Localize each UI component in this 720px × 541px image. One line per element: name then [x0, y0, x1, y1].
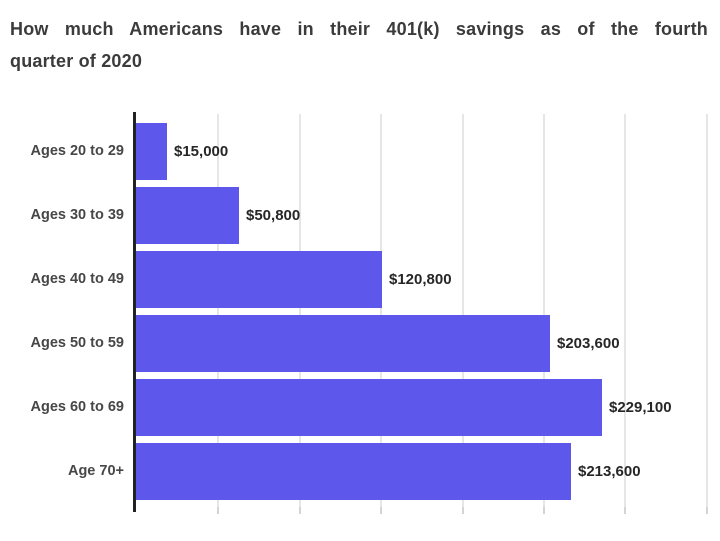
bar-category-label: Ages 60 to 69 [30, 399, 125, 415]
bar [136, 187, 239, 244]
axis-tick [299, 507, 301, 514]
axis-tick [624, 507, 626, 514]
gridline [299, 114, 301, 507]
bar [136, 379, 602, 436]
bar [136, 443, 571, 500]
axis-tick [706, 507, 708, 514]
bar-category-label: Ages 50 to 59 [30, 335, 125, 351]
bar [136, 123, 167, 180]
bar-value-label: $213,600 [578, 463, 641, 480]
axis-tick [217, 507, 219, 514]
gridline [543, 114, 545, 507]
gridline [380, 114, 382, 507]
bar-value-label: $229,100 [609, 399, 672, 416]
axis-tick [543, 507, 545, 514]
bar-value-label: $203,600 [557, 335, 620, 352]
bar-value-label: $50,800 [246, 207, 301, 224]
gridline [217, 114, 219, 507]
chart-title-line1: How much Americans have in their 401(k) … [10, 19, 708, 39]
bar-category-label: Ages 20 to 29 [30, 143, 125, 159]
gridline [624, 114, 626, 507]
bar [136, 251, 382, 308]
y-axis-line [133, 112, 136, 512]
gridline [462, 114, 464, 507]
bar [136, 315, 550, 372]
bar-category-label: Ages 30 to 39 [30, 207, 125, 223]
axis-tick [380, 507, 382, 514]
bar-value-label: $120,800 [389, 271, 452, 288]
bar-category-label: Age 70+ [67, 463, 124, 479]
axis-tick [462, 507, 464, 514]
bar-category-label: Ages 40 to 49 [30, 271, 125, 287]
bar-value-label: $15,000 [174, 143, 229, 160]
gridline [706, 114, 708, 507]
chart-title: How much Americans have in their 401(k) … [10, 13, 708, 77]
chart-title-line2: quarter of 2020 [10, 51, 143, 71]
